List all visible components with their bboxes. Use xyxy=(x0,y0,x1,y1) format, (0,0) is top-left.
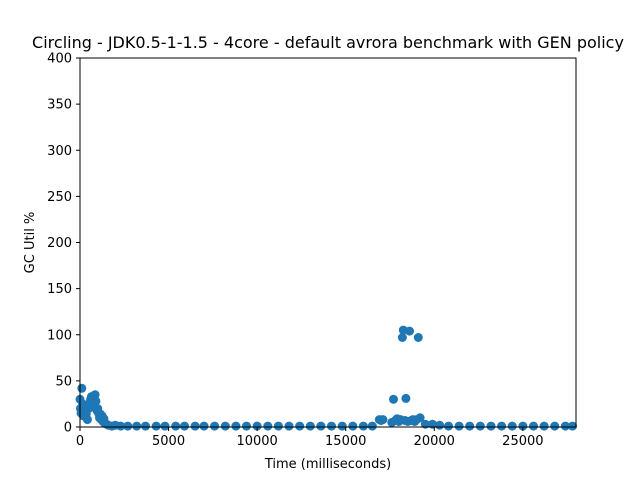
x-tick-label: 25000 xyxy=(502,434,543,449)
y-tick-label: 200 xyxy=(47,236,72,251)
data-point xyxy=(405,326,414,336)
y-tick-label: 50 xyxy=(55,374,72,389)
data-point xyxy=(550,421,560,431)
y-axis-label: GC Util % xyxy=(23,212,38,274)
data-point xyxy=(560,421,570,431)
data-point xyxy=(465,421,475,431)
data-point xyxy=(231,421,241,431)
data-point xyxy=(295,421,305,431)
data-point xyxy=(568,421,577,431)
data-point xyxy=(475,421,485,431)
data-point xyxy=(210,421,220,431)
data-point xyxy=(123,421,133,431)
data-point xyxy=(539,421,549,431)
data-point xyxy=(273,421,283,431)
data-point xyxy=(284,421,294,431)
data-point xyxy=(305,421,315,431)
y-axis: 0 50 100 150 200 250 300 350 400 xyxy=(47,52,80,436)
data-point xyxy=(415,413,425,423)
data-point xyxy=(116,421,126,431)
data-point xyxy=(454,421,464,431)
data-point xyxy=(160,421,170,431)
x-tick-label: 15000 xyxy=(325,434,366,449)
x-axis-label: Time (milliseconds) xyxy=(264,457,391,472)
data-point xyxy=(132,421,142,431)
data-point xyxy=(199,421,209,431)
data-point xyxy=(420,419,430,429)
data-point xyxy=(428,419,437,429)
data-point xyxy=(171,421,181,431)
plot-frame xyxy=(79,57,577,428)
y-tick-label: 100 xyxy=(47,328,72,343)
data-point xyxy=(242,421,251,431)
y-tick-label: 400 xyxy=(47,52,72,67)
data-point xyxy=(529,421,538,431)
x-tick-label: 20000 xyxy=(414,434,455,449)
data-point xyxy=(91,396,101,406)
data-point xyxy=(435,420,445,430)
y-tick-label: 250 xyxy=(47,190,72,205)
data-point xyxy=(401,393,411,403)
data-point xyxy=(348,421,358,431)
data-point xyxy=(190,421,200,431)
data-point xyxy=(518,421,528,431)
data-point xyxy=(151,421,161,431)
data-point xyxy=(507,421,517,431)
data-point xyxy=(413,333,423,342)
data-point xyxy=(77,383,87,393)
x-axis: 0 5000 10000 15000 20000 25000 xyxy=(76,427,544,449)
data-point xyxy=(337,421,347,431)
y-tick-label: 350 xyxy=(47,98,72,113)
y-tick-label: 150 xyxy=(47,282,72,297)
data-point xyxy=(497,421,507,431)
y-tick-label: 300 xyxy=(47,144,72,159)
data-point xyxy=(367,421,377,431)
x-tick-label: 10000 xyxy=(236,434,277,449)
data-point xyxy=(252,421,262,431)
chart-title: Circling - JDK0.5-1-1.5 - 4core - defaul… xyxy=(32,33,624,52)
data-point xyxy=(316,421,326,431)
data-point xyxy=(220,421,230,431)
data-point xyxy=(486,421,496,431)
data-point xyxy=(141,421,150,431)
data-point xyxy=(327,421,336,431)
data-point xyxy=(180,421,189,431)
data-point xyxy=(263,421,273,431)
data-point xyxy=(378,415,388,425)
x-tick-label: 5000 xyxy=(152,434,185,449)
x-tick-label: 0 xyxy=(76,434,84,449)
scatter-points xyxy=(75,325,577,431)
y-tick-label: 0 xyxy=(64,421,72,436)
data-point xyxy=(358,421,368,431)
data-point xyxy=(397,333,407,342)
data-point xyxy=(444,421,453,431)
data-point xyxy=(82,415,92,425)
data-point xyxy=(389,394,398,404)
